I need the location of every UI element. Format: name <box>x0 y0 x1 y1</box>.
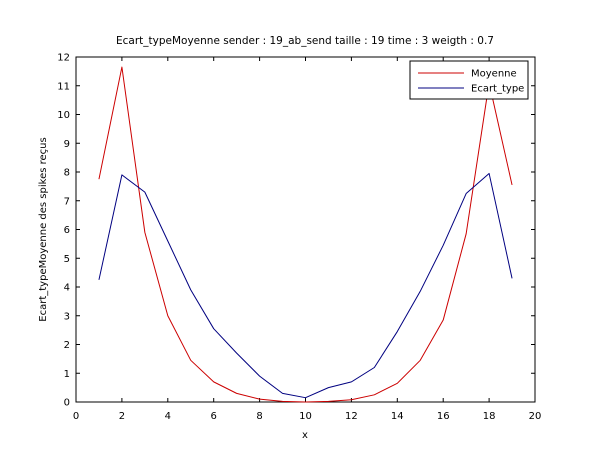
data-point-ecart-type <box>396 330 399 333</box>
y-tick-label: 7 <box>64 196 70 207</box>
x-tick-label: 16 <box>437 411 450 422</box>
data-point-ecart-type <box>488 172 491 175</box>
x-tick-label: 4 <box>165 411 171 422</box>
data-point-ecart-type <box>442 244 445 247</box>
data-point-moyenne <box>120 66 123 69</box>
data-point-ecart-type <box>235 352 238 355</box>
x-axis-label: x <box>302 430 308 441</box>
y-tick-label: 12 <box>57 53 70 64</box>
data-point-moyenne <box>258 398 261 401</box>
data-point-moyenne <box>143 231 146 234</box>
series-lines <box>97 66 514 404</box>
data-point-ecart-type <box>258 375 261 378</box>
data-point-moyenne <box>442 319 445 322</box>
data-point-moyenne <box>166 314 169 317</box>
data-point-moyenne <box>419 359 422 362</box>
y-tick-label: 2 <box>64 340 70 351</box>
y-tick-label: 8 <box>64 168 70 179</box>
data-point-moyenne <box>189 359 192 362</box>
x-tick-label: 6 <box>211 411 217 422</box>
data-point-ecart-type <box>189 288 192 291</box>
data-point-ecart-type <box>419 290 422 293</box>
legend: Moyenne Ecart_type <box>409 60 529 100</box>
data-point-ecart-type <box>350 380 353 383</box>
y-tick-label: 4 <box>64 283 70 294</box>
data-point-ecart-type <box>281 392 284 395</box>
data-point-ecart-type <box>166 240 169 243</box>
series-line-ecart-type <box>98 172 513 399</box>
data-point-moyenne <box>373 393 376 396</box>
y-axis-label: Ecart_typeMoyenne des spikes reçus <box>38 137 49 321</box>
data-point-ecart-type <box>327 386 330 389</box>
y-tick-label: 11 <box>57 81 70 92</box>
y-tick-label: 0 <box>64 398 70 409</box>
y-tick-label: 9 <box>64 139 70 150</box>
data-point-moyenne <box>350 398 353 401</box>
x-tick-label: 2 <box>119 411 125 422</box>
x-tick-label: 18 <box>483 411 496 422</box>
data-point-moyenne <box>97 178 100 181</box>
data-point-moyenne <box>235 392 238 395</box>
legend-box <box>409 60 529 100</box>
x-tick-label: 20 <box>529 411 542 422</box>
y-tick-label: 3 <box>64 311 70 322</box>
data-point-moyenne <box>212 380 215 383</box>
data-point-ecart-type <box>120 173 123 176</box>
x-tick-label: 10 <box>299 411 312 422</box>
data-point-moyenne <box>281 400 284 403</box>
chart-title: Ecart_typeMoyenne sender : 19_ab_send ta… <box>116 35 494 47</box>
x-axis-ticks: 0 2 4 6 8 10 12 14 16 18 20 <box>73 57 542 422</box>
data-point-moyenne <box>327 400 330 403</box>
y-tick-label: 5 <box>64 254 70 265</box>
data-point-ecart-type <box>511 277 514 280</box>
legend-label-ecart-type: Ecart_type <box>471 84 524 95</box>
x-tick-label: 12 <box>345 411 358 422</box>
data-point-ecart-type <box>304 396 307 399</box>
data-point-moyenne <box>511 183 514 186</box>
data-point-ecart-type <box>97 278 100 281</box>
data-point-moyenne <box>396 382 399 385</box>
data-point-moyenne <box>304 401 307 404</box>
data-point-ecart-type <box>212 327 215 330</box>
data-point-ecart-type <box>143 191 146 194</box>
legend-label-moyenne: Moyenne <box>471 69 517 80</box>
data-point-moyenne <box>465 232 468 235</box>
x-tick-label: 8 <box>256 411 262 422</box>
x-tick-label: 0 <box>73 411 79 422</box>
data-point-ecart-type <box>465 192 468 195</box>
x-tick-label: 14 <box>391 411 404 422</box>
series-line-moyenne <box>98 66 513 403</box>
y-tick-label: 1 <box>64 369 70 380</box>
y-tick-label: 6 <box>64 225 70 236</box>
data-point-ecart-type <box>373 366 376 369</box>
y-tick-label: 10 <box>57 110 70 121</box>
